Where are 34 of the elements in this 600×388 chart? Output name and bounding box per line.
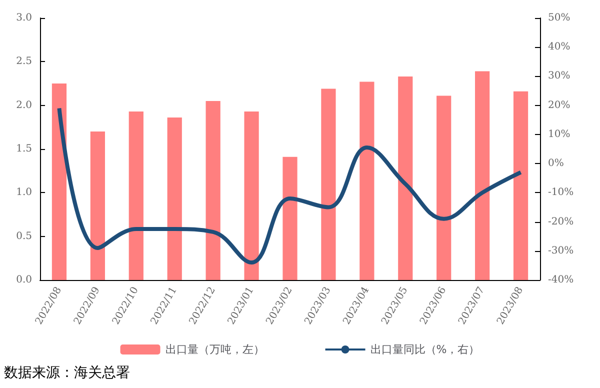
y2-tick-label: 10% — [548, 128, 570, 140]
y-tick-label: 1.0 — [16, 187, 32, 198]
y-tick-label: 2.5 — [16, 56, 32, 68]
bar — [398, 76, 413, 280]
bar — [90, 132, 105, 280]
bar — [244, 111, 259, 280]
bar — [475, 71, 490, 280]
source-note: 数据来源：海关总署 — [4, 364, 130, 382]
bar — [436, 96, 452, 280]
y2-tick-label: -20% — [548, 216, 574, 228]
y-tick-label: 1.5 — [16, 144, 32, 154]
y2-tick-label: 40% — [548, 42, 570, 53]
y2-tick-label: 0% — [548, 158, 564, 170]
bar — [321, 88, 336, 280]
bar — [282, 156, 298, 280]
legend-label: 出口量同比（%，右） — [370, 343, 480, 356]
bar — [167, 118, 182, 280]
legend-label: 出口量（万吨，左） — [165, 343, 264, 356]
y2-tick-label: 50% — [548, 12, 570, 24]
y-tick-label: 2.0 — [16, 100, 32, 111]
bar — [52, 84, 67, 280]
bar — [206, 100, 220, 280]
bar — [360, 82, 374, 280]
line-series — [57, 106, 523, 265]
y-tick-label: 0.0 — [16, 274, 32, 286]
y-tick-label: 3.0 — [16, 12, 32, 24]
y2-tick-label: -40% — [548, 274, 574, 286]
y2-tick-label: -10% — [548, 187, 574, 198]
y-tick-label: 0.5 — [16, 230, 32, 242]
bar — [128, 111, 144, 280]
bar — [513, 91, 528, 280]
y2-tick-label: -30% — [548, 245, 574, 256]
y2-tick-label: 30% — [548, 70, 570, 82]
y2-tick-label: 20% — [548, 100, 570, 111]
